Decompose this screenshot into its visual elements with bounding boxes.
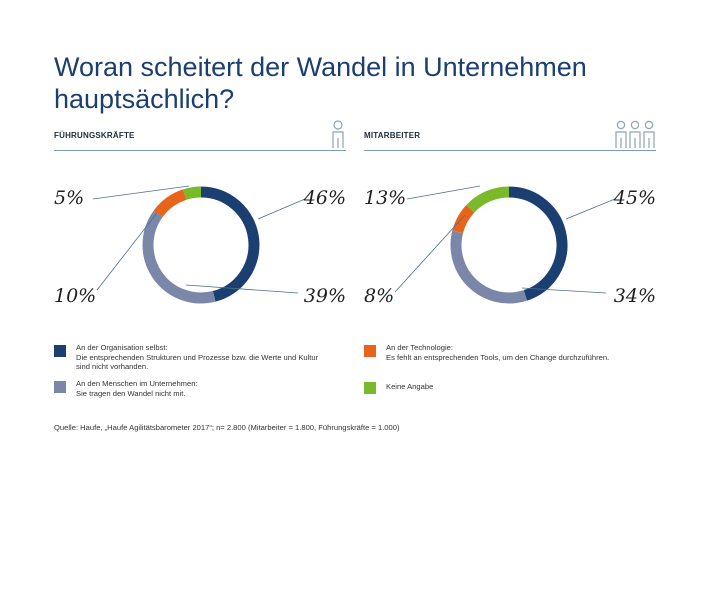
legend-menschen-line-1: An den Menschen im Unternehmen:	[76, 379, 198, 388]
pct-label-fuehrungskraefte-menschen: 39%	[304, 285, 346, 307]
leader-line-mitarbeiter-menschen	[521, 287, 607, 294]
panel-divider-left	[54, 150, 346, 151]
donut-slice-mitarbeiter-keine-angabe	[466, 186, 510, 213]
panel-divider-right	[364, 150, 656, 151]
leader-line-mitarbeiter-technologie	[394, 214, 466, 293]
donut-slice-fuehrungskraefte-menschen	[142, 210, 216, 304]
pct-label-mitarbeiter-keine-angabe: 13%	[364, 187, 406, 209]
single-person-icon	[332, 120, 344, 148]
legend-swatch-keine-angabe	[364, 382, 376, 394]
legend-menschen-line-2: Sie tragen den Wandel nicht mit.	[76, 388, 186, 398]
pct-label-mitarbeiter-organisation: 45%	[613, 187, 656, 209]
source-note: Quelle: Haufe, „Haufe Agilitätsbarometer…	[54, 423, 400, 432]
legend-item-keine-angabe: Keine Angabe	[364, 380, 433, 394]
donut-slice-fuehrungskraefte-keine-angabe	[182, 186, 202, 200]
panel-label-fuehrungskraefte: FÜHRUNGSKRÄFTE	[54, 131, 135, 140]
legend-swatch-organisation	[54, 345, 66, 357]
legend-organisation-line-1: An der Organisation selbst:	[76, 343, 168, 352]
legend-keine-angabe-line-1: Keine Angabe	[386, 382, 434, 391]
leader-line-mitarbeiter-keine-angabe	[406, 185, 481, 200]
pct-label-mitarbeiter-menschen: 34%	[614, 285, 656, 307]
legend-swatch-menschen	[54, 381, 66, 393]
legend-organisation-line-3: sind nicht vorhanden.	[76, 362, 149, 371]
leader-line-fuehrungskraefte-technologie	[96, 212, 158, 291]
donut-slice-mitarbeiter-organisation	[508, 186, 568, 301]
pct-label-mitarbeiter-technologie: 8%	[364, 285, 394, 307]
page-title-line-2: hauptsächlich?	[54, 84, 235, 114]
legend-item-technologie: An der Technologie: Es fehlt an entsprec…	[364, 343, 609, 362]
donut-slice-fuehrungskraefte-organisation	[200, 186, 260, 302]
pct-label-fuehrungskraefte-keine-angabe: 5%	[54, 187, 84, 209]
legend-technologie-line-1: An der Technologie:	[386, 343, 453, 352]
donut-slice-fuehrungskraefte-technologie	[153, 189, 187, 218]
legend-swatch-technologie	[364, 345, 376, 357]
page-title-line-1: Woran scheitert der Wandel in Unternehme…	[54, 52, 587, 82]
page-title: Woran scheitert der Wandel in Unternehme…	[54, 51, 654, 115]
group-of-people-icon	[615, 120, 655, 148]
legend-item-menschen: An den Menschen im Unternehmen: Sie trag…	[54, 379, 198, 398]
legend-organisation-line-2: Die entsprechenden Strukturen und Prozes…	[76, 352, 319, 362]
pct-label-fuehrungskraefte-technologie: 10%	[54, 285, 96, 307]
donut-slice-mitarbeiter-technologie	[452, 204, 475, 234]
leader-line-fuehrungskraefte-menschen	[185, 284, 299, 294]
legend-item-organisation: An der Organisation selbst: Die entsprec…	[54, 343, 318, 372]
leader-line-fuehrungskraefte-organisation	[257, 198, 306, 220]
donut-slice-mitarbeiter-menschen	[450, 230, 528, 304]
pct-label-fuehrungskraefte-organisation: 46%	[303, 187, 346, 209]
legend-technologie-line-2: Es fehlt an entsprechenden Tools, um den…	[386, 352, 610, 362]
leader-line-mitarbeiter-organisation	[565, 198, 616, 220]
panel-label-mitarbeiter: MITARBEITER	[364, 131, 421, 140]
leader-line-fuehrungskraefte-keine-angabe	[92, 185, 190, 200]
